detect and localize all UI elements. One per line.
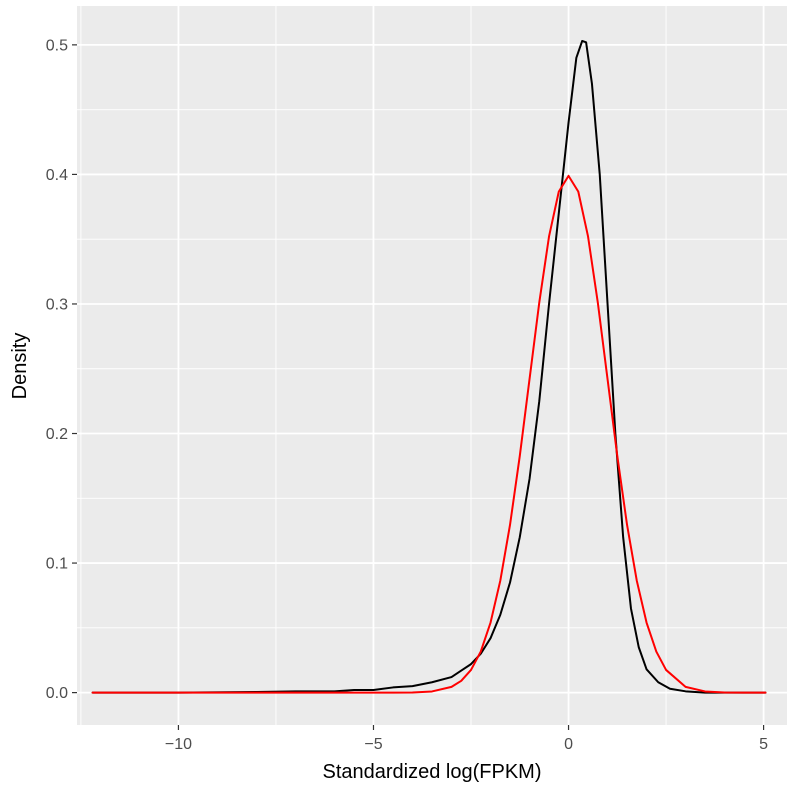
y-tick-label: 0.4 (46, 167, 68, 184)
y-tick-label: 0.1 (46, 556, 68, 573)
minor-gridlines (77, 6, 787, 725)
x-tick-label: 0 (564, 736, 573, 753)
x-tick-label: 5 (759, 736, 768, 753)
x-axis-title: Standardized log(FPKM) (323, 761, 542, 783)
x-tick-label: −10 (165, 736, 192, 753)
plot-panel (77, 6, 787, 725)
y-axis: 0.0 0.1 0.2 0.3 0.4 0.5 (46, 37, 77, 702)
y-tick-label: 0.2 (46, 426, 68, 443)
x-tick-label: −5 (364, 736, 382, 753)
series-lines (91, 39, 767, 694)
density-series-line-2 (91, 174, 767, 694)
y-tick-label: 0.5 (46, 37, 68, 54)
y-tick-label: 0.0 (46, 685, 68, 702)
y-axis-title: Density (9, 333, 31, 400)
density-series-line-1 (91, 39, 767, 694)
y-tick-label: 0.3 (46, 296, 68, 313)
x-axis: −10 −5 0 5 (165, 725, 768, 753)
